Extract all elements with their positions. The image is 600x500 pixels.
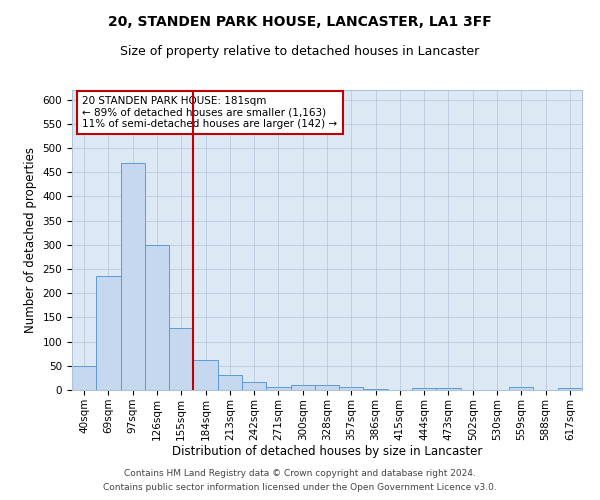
- Bar: [193, 360, 218, 390]
- Bar: [121, 162, 145, 390]
- Bar: [290, 385, 315, 390]
- Bar: [509, 387, 533, 390]
- Bar: [242, 382, 266, 390]
- Text: Contains HM Land Registry data © Crown copyright and database right 2024.: Contains HM Land Registry data © Crown c…: [124, 468, 476, 477]
- Y-axis label: Number of detached properties: Number of detached properties: [24, 147, 37, 333]
- Bar: [339, 387, 364, 390]
- Bar: [169, 328, 193, 390]
- Text: 20 STANDEN PARK HOUSE: 181sqm
← 89% of detached houses are smaller (1,163)
11% o: 20 STANDEN PARK HOUSE: 181sqm ← 89% of d…: [82, 96, 337, 129]
- Bar: [145, 245, 169, 390]
- Bar: [412, 388, 436, 390]
- Bar: [436, 388, 461, 390]
- Text: Size of property relative to detached houses in Lancaster: Size of property relative to detached ho…: [121, 45, 479, 58]
- Bar: [72, 366, 96, 390]
- Bar: [315, 385, 339, 390]
- Bar: [364, 388, 388, 390]
- Bar: [558, 388, 582, 390]
- Bar: [218, 376, 242, 390]
- X-axis label: Distribution of detached houses by size in Lancaster: Distribution of detached houses by size …: [172, 446, 482, 458]
- Bar: [266, 386, 290, 390]
- Text: Contains public sector information licensed under the Open Government Licence v3: Contains public sector information licen…: [103, 484, 497, 492]
- Bar: [96, 276, 121, 390]
- Text: 20, STANDEN PARK HOUSE, LANCASTER, LA1 3FF: 20, STANDEN PARK HOUSE, LANCASTER, LA1 3…: [108, 15, 492, 29]
